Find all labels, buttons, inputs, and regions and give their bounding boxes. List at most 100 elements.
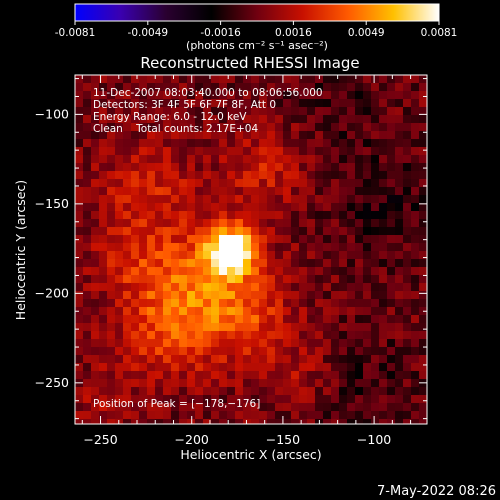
heatmap-cell xyxy=(219,227,227,235)
heatmap-cell xyxy=(147,395,155,403)
heatmap-cell xyxy=(291,83,299,91)
heatmap-cell xyxy=(123,179,131,187)
heatmap-cell xyxy=(403,123,411,131)
heatmap-cell xyxy=(259,91,267,99)
heatmap-cell xyxy=(291,99,299,107)
heatmap-cell xyxy=(419,235,427,243)
heatmap-cell xyxy=(347,371,355,379)
heatmap-cell xyxy=(291,171,299,179)
heatmap-cell xyxy=(339,155,347,163)
heatmap-cell xyxy=(259,347,267,355)
heatmap-cell xyxy=(331,299,339,307)
heatmap-cell xyxy=(291,91,299,99)
heatmap-cell xyxy=(363,307,371,315)
heatmap-cell xyxy=(331,243,339,251)
heatmap-cell xyxy=(131,315,139,323)
heatmap-cell xyxy=(315,363,323,371)
heatmap-cell xyxy=(259,203,267,211)
heatmap-cell xyxy=(243,403,251,411)
heatmap-cell xyxy=(203,379,211,387)
heatmap-cell xyxy=(171,123,179,131)
heatmap-cell xyxy=(299,99,307,107)
heatmap-cell xyxy=(299,307,307,315)
heatmap-cell xyxy=(83,243,91,251)
heatmap-cell xyxy=(75,187,83,195)
heatmap-cell xyxy=(163,83,171,91)
heatmap-cell xyxy=(179,83,187,91)
heatmap-cell xyxy=(323,379,331,387)
heatmap-cell xyxy=(91,363,99,371)
heatmap-cell xyxy=(347,195,355,203)
heatmap-cell xyxy=(219,283,227,291)
heatmap-cell xyxy=(371,251,379,259)
heatmap-cell xyxy=(411,83,419,91)
heatmap-cell xyxy=(75,91,83,99)
heatmap-cell xyxy=(387,403,395,411)
heatmap-cell xyxy=(219,323,227,331)
heatmap-cell xyxy=(91,411,99,419)
heatmap-cell xyxy=(187,419,195,424)
heatmap-cell xyxy=(259,411,267,419)
heatmap-cell xyxy=(243,115,251,123)
heatmap-cell xyxy=(331,315,339,323)
heatmap-cell xyxy=(139,163,147,171)
heatmap-cell xyxy=(371,259,379,267)
heatmap-cell xyxy=(403,235,411,243)
heatmap-cell xyxy=(235,347,243,355)
heatmap-cell xyxy=(411,243,419,251)
heatmap-cell xyxy=(379,403,387,411)
heatmap-cell xyxy=(155,155,163,163)
heatmap-cell xyxy=(251,355,259,363)
heatmap-cell xyxy=(251,243,259,251)
heatmap-cell xyxy=(179,123,187,131)
heatmap-cell xyxy=(315,355,323,363)
heatmap-cell xyxy=(163,195,171,203)
heatmap-cell xyxy=(99,91,107,99)
heatmap-cell xyxy=(107,379,115,387)
heatmap-cell xyxy=(75,347,83,355)
heatmap-cell xyxy=(179,187,187,195)
heatmap-cell xyxy=(155,419,163,424)
heatmap-cell xyxy=(307,355,315,363)
heatmap-cell xyxy=(139,283,147,291)
colorbar-ticks: -0.0081 -0.0049 -0.0016 0.0016 0.0049 0.0081 xyxy=(55,21,457,39)
heatmap-cell xyxy=(299,211,307,219)
heatmap-cell xyxy=(291,187,299,195)
heatmap-cell xyxy=(83,107,91,115)
heatmap-cell xyxy=(403,267,411,275)
heatmap-cell xyxy=(323,187,331,195)
heatmap-cell xyxy=(195,355,203,363)
heatmap-cell xyxy=(115,307,123,315)
heatmap-cell xyxy=(243,331,251,339)
heatmap-cell xyxy=(395,171,403,179)
heatmap-cell xyxy=(131,163,139,171)
heatmap-cell xyxy=(251,187,259,195)
heatmap-cell xyxy=(147,275,155,283)
heatmap-cell xyxy=(283,283,291,291)
heatmap-cell xyxy=(115,299,123,307)
heatmap-cell xyxy=(259,419,267,424)
heatmap-cell xyxy=(227,99,235,107)
heatmap-cell xyxy=(275,403,283,411)
heatmap-cell xyxy=(275,227,283,235)
heatmap-cell xyxy=(243,347,251,355)
heatmap-cell xyxy=(203,179,211,187)
heatmap-cell xyxy=(259,123,267,131)
heatmap-cell xyxy=(291,379,299,387)
heatmap-cell xyxy=(355,195,363,203)
heatmap-cell xyxy=(163,211,171,219)
heatmap-cell xyxy=(299,403,307,411)
heatmap-cell xyxy=(131,195,139,203)
heatmap-cell xyxy=(363,91,371,99)
heatmap-cell xyxy=(75,83,83,91)
heatmap-cell xyxy=(75,123,83,131)
heatmap-cell xyxy=(99,107,107,115)
heatmap-cell xyxy=(259,323,267,331)
heatmap-cell xyxy=(115,379,123,387)
heatmap-cell xyxy=(419,147,427,155)
heatmap-cell xyxy=(107,259,115,267)
heatmap-cell xyxy=(83,219,91,227)
heatmap-cell xyxy=(419,171,427,179)
x-tick-label: −200 xyxy=(175,432,209,447)
heatmap-cell xyxy=(307,339,315,347)
